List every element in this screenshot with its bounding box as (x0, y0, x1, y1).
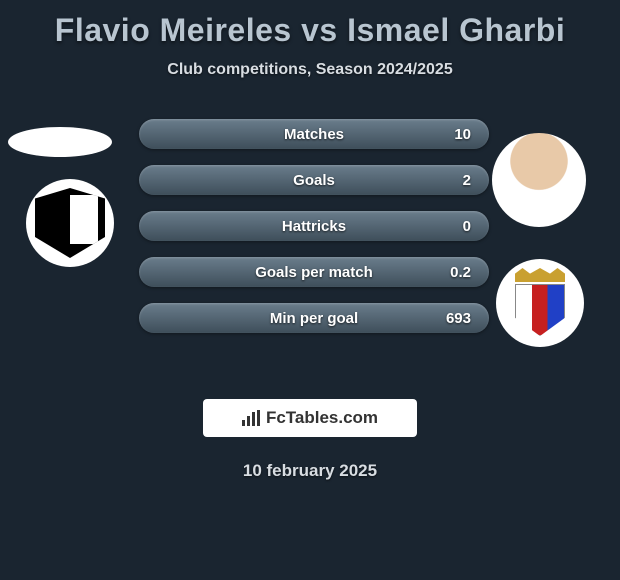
player2-name: Ismael Gharbi (347, 12, 565, 48)
stat-row: Goals 2 (139, 165, 489, 195)
player2-avatar (492, 133, 586, 227)
stat-row: Goals per match 0.2 (139, 257, 489, 287)
watermark-text: FcTables.com (266, 408, 378, 428)
stat-label: Goals (157, 172, 471, 189)
player1-avatar (8, 127, 112, 157)
page-title: Flavio Meireles vs Ismael Gharbi (0, 8, 620, 61)
stat-right-value: 2 (463, 172, 471, 189)
date-text: 10 february 2025 (0, 461, 620, 481)
stat-right-value: 693 (446, 310, 471, 327)
player2-club-badge (496, 259, 584, 347)
stats-list: Matches 10 Goals 2 Hattricks 0 Goals per… (139, 119, 489, 333)
stat-label: Goals per match (157, 264, 471, 281)
watermark: FcTables.com (203, 399, 417, 437)
stat-label: Matches (157, 126, 471, 143)
vs-text: vs (301, 12, 338, 48)
stat-row: Min per goal 693 (139, 303, 489, 333)
stat-label: Min per goal (157, 310, 471, 327)
stat-row: Hattricks 0 (139, 211, 489, 241)
stat-right-value: 0 (463, 218, 471, 235)
subtitle: Club competitions, Season 2024/2025 (0, 61, 620, 79)
stat-row: Matches 10 (139, 119, 489, 149)
player1-name: Flavio Meireles (55, 12, 292, 48)
comparison-panel: Matches 10 Goals 2 Hattricks 0 Goals per… (0, 119, 620, 379)
face-icon (492, 133, 586, 227)
bar-chart-icon (242, 410, 260, 426)
stat-label: Hattricks (157, 218, 471, 235)
stat-right-value: 10 (454, 126, 471, 143)
player1-club-badge (26, 179, 114, 267)
club-crest-icon (35, 188, 105, 258)
club-crest-icon (510, 268, 570, 338)
stat-right-value: 0.2 (450, 264, 471, 281)
